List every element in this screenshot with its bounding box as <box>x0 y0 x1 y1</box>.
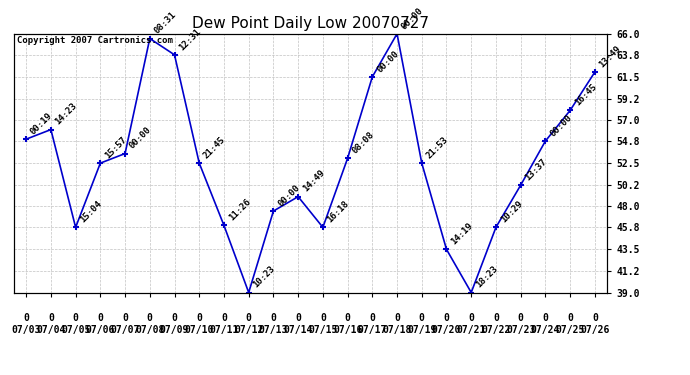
Text: 00:00: 00:00 <box>375 49 400 74</box>
Text: 14:23: 14:23 <box>54 102 79 127</box>
Text: 11:26: 11:26 <box>227 197 252 223</box>
Text: 0
07/04: 0 07/04 <box>36 313 66 335</box>
Text: Copyright 2007 Cartronics.com: Copyright 2007 Cartronics.com <box>17 36 172 45</box>
Text: 0
07/06: 0 07/06 <box>86 313 115 335</box>
Text: 0
07/16: 0 07/16 <box>333 313 362 335</box>
Text: 0
07/15: 0 07/15 <box>308 313 337 335</box>
Text: 18:23: 18:23 <box>474 264 500 290</box>
Text: 15:57: 15:57 <box>103 135 128 160</box>
Text: 00:00: 00:00 <box>548 113 573 138</box>
Text: 10:23: 10:23 <box>251 264 277 290</box>
Text: 14:49: 14:49 <box>301 168 326 194</box>
Text: 0
07/23: 0 07/23 <box>506 313 535 335</box>
Text: 16:18: 16:18 <box>326 199 351 225</box>
Text: 14:19: 14:19 <box>449 221 475 247</box>
Text: 08:31: 08:31 <box>152 10 178 36</box>
Text: 13:37: 13:37 <box>524 157 549 182</box>
Text: 0
07/14: 0 07/14 <box>284 313 313 335</box>
Text: 0
07/19: 0 07/19 <box>407 313 437 335</box>
Text: 0
07/22: 0 07/22 <box>481 313 511 335</box>
Text: 0
07/09: 0 07/09 <box>160 313 189 335</box>
Text: 0
07/20: 0 07/20 <box>432 313 461 335</box>
Text: 00:00: 00:00 <box>128 125 153 151</box>
Text: 12:31: 12:31 <box>177 27 203 52</box>
Text: 0
07/13: 0 07/13 <box>259 313 288 335</box>
Text: 15:04: 15:04 <box>79 199 103 225</box>
Text: 21:45: 21:45 <box>202 135 228 160</box>
Text: 0
07/07: 0 07/07 <box>110 313 140 335</box>
Text: 21:53: 21:53 <box>424 135 450 160</box>
Text: 0
07/24: 0 07/24 <box>531 313 560 335</box>
Text: 08:08: 08:08 <box>351 130 376 156</box>
Text: 00:19: 00:19 <box>29 111 55 136</box>
Text: 10:29: 10:29 <box>499 199 524 225</box>
Text: 00:00: 00:00 <box>276 183 302 208</box>
Text: 0
07/08: 0 07/08 <box>135 313 164 335</box>
Text: 0
07/25: 0 07/25 <box>555 313 585 335</box>
Text: 0
07/26: 0 07/26 <box>580 313 609 335</box>
Title: Dew Point Daily Low 20070727: Dew Point Daily Low 20070727 <box>192 16 429 31</box>
Text: 0
07/12: 0 07/12 <box>234 313 264 335</box>
Text: 0
07/18: 0 07/18 <box>382 313 412 335</box>
Text: 0
07/05: 0 07/05 <box>61 313 90 335</box>
Text: 0
07/10: 0 07/10 <box>184 313 214 335</box>
Text: 13:49: 13:49 <box>598 44 623 69</box>
Text: 00:00: 00:00 <box>400 6 425 31</box>
Text: 0
07/11: 0 07/11 <box>209 313 239 335</box>
Text: 16:45: 16:45 <box>573 82 598 108</box>
Text: 0
07/03: 0 07/03 <box>12 313 41 335</box>
Text: 0
07/21: 0 07/21 <box>457 313 486 335</box>
Text: 0
07/17: 0 07/17 <box>357 313 387 335</box>
